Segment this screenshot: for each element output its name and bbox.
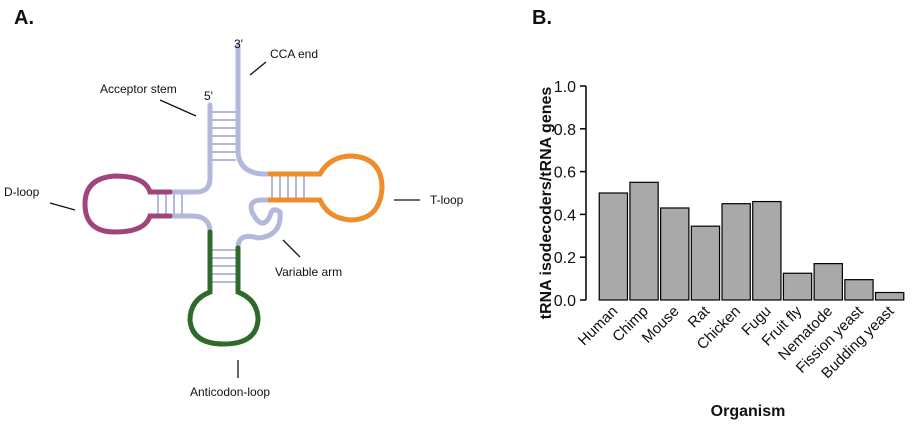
x-tick-label: Human (575, 303, 621, 349)
t-loop (267, 153, 385, 223)
label: Variable arm (275, 265, 342, 279)
bar (660, 207, 690, 301)
leader-line (282, 239, 301, 258)
x-axis-title: Organism (711, 403, 786, 420)
trna-diagram: 3' 5' CCA end Acceptor stem D-loop T-loo… (4, 37, 464, 399)
leader-line (249, 61, 267, 76)
y-tick-label: 0.6 (554, 165, 576, 182)
d-loop (82, 173, 173, 235)
label: 3' (234, 37, 243, 51)
bar (598, 192, 629, 301)
label: 5' (204, 89, 213, 103)
bar (690, 225, 721, 301)
strand (167, 213, 213, 235)
strand (235, 42, 273, 177)
bar (752, 200, 782, 301)
label: Acceptor stem (100, 82, 177, 96)
label: CCA end (270, 47, 318, 61)
bar (629, 181, 659, 301)
y-tick-label: 0.8 (554, 122, 576, 139)
bar (721, 203, 751, 301)
leader-line (159, 99, 197, 117)
y-tick-label: 0.2 (554, 250, 576, 267)
y-axis-title: tRNA isodecoders/tRNA genes (538, 87, 555, 320)
bar (813, 263, 843, 301)
y-tick-label: 0.4 (554, 207, 576, 224)
variable-arm (235, 197, 283, 251)
bar (782, 272, 813, 301)
label: D-loop (4, 185, 40, 199)
panel-label: B. (532, 7, 552, 29)
leader-line (49, 202, 76, 211)
bar (844, 279, 874, 301)
bar (874, 291, 905, 301)
label: Anticodon-loop (190, 385, 270, 399)
strand (167, 102, 213, 195)
y-tick-label: 1.0 (554, 79, 576, 96)
anticodon-loop (187, 229, 261, 347)
panel-label: A. (14, 7, 34, 29)
label: T-loop (430, 193, 464, 207)
y-tick-label: 0.0 (554, 293, 576, 310)
base-pairs (157, 111, 305, 283)
